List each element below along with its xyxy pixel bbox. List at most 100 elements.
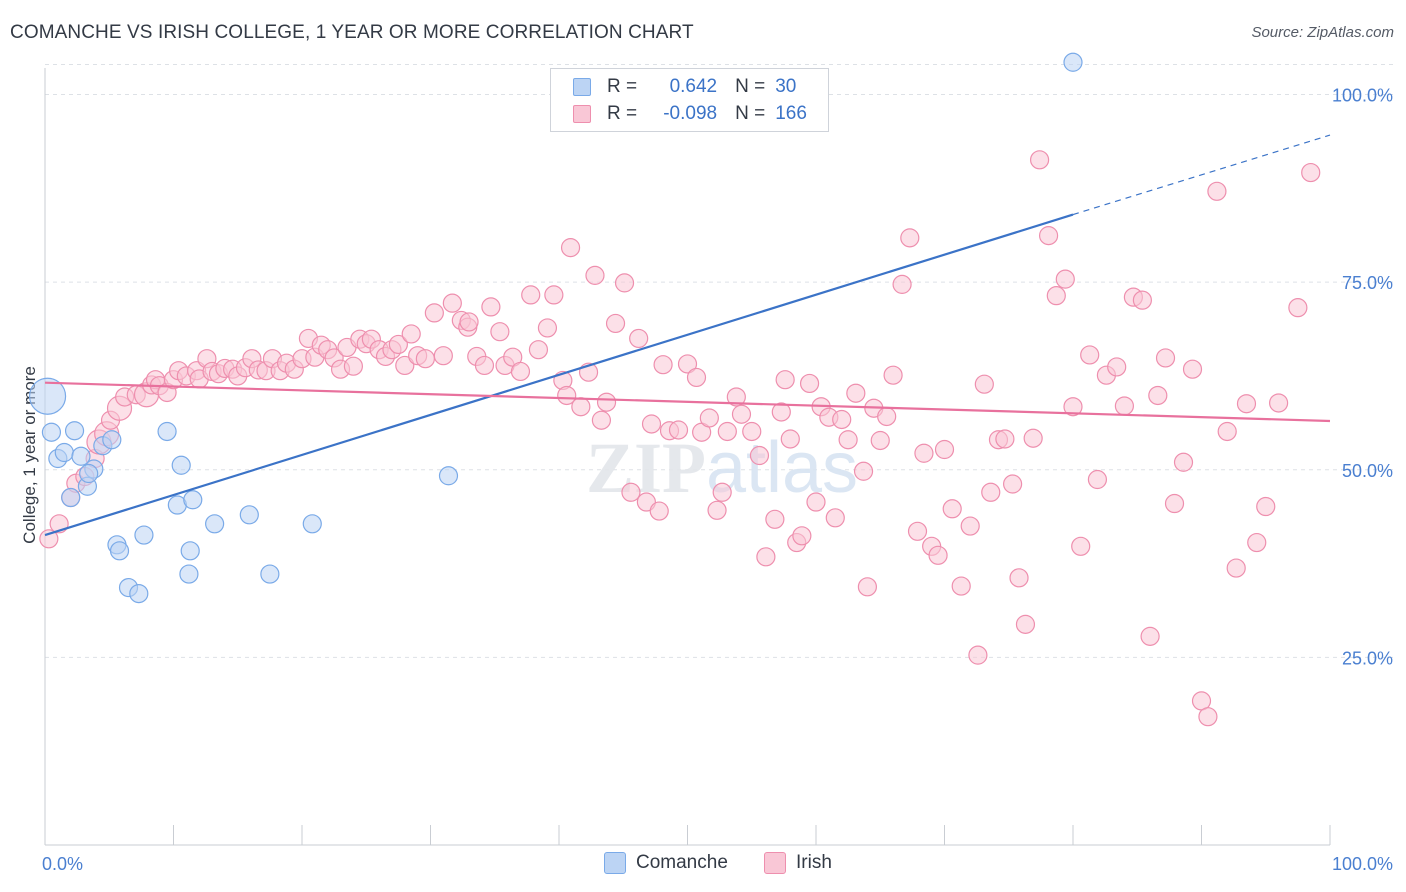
- irish-point: [775, 370, 795, 390]
- legend-item-irish[interactable]: Irish: [764, 852, 832, 874]
- irish-point: [1268, 393, 1289, 413]
- irish-point: [1087, 469, 1108, 490]
- irish-point: [717, 421, 737, 442]
- irish-trend-line: [44, 381, 1331, 423]
- tick-labels: 25.0% 50.0% 75.0% 100.0% 0.0% 100.0%: [42, 86, 1393, 874]
- irish-point: [585, 265, 605, 285]
- comanche-point: [54, 442, 74, 463]
- irish-point: [825, 508, 845, 528]
- x-tick-label-start: 0.0%: [42, 854, 83, 874]
- legend-row-comanche: R = 0.642 N = 30: [573, 74, 796, 100]
- irish-point: [707, 500, 727, 520]
- irish-point: [571, 397, 591, 417]
- data-points: [28, 52, 1321, 727]
- irish-point: [415, 349, 435, 369]
- irish-point: [591, 410, 612, 430]
- comanche-point: [205, 514, 225, 534]
- irish-point: [974, 374, 994, 394]
- n-value: 166: [775, 103, 807, 124]
- irish-point: [1148, 385, 1168, 406]
- irish-point: [1038, 226, 1059, 246]
- comanche-swatch: [604, 852, 626, 874]
- irish-swatch: [764, 852, 786, 874]
- irish-point: [883, 365, 903, 385]
- irish-point: [490, 322, 510, 342]
- irish-swatch: [573, 105, 591, 123]
- legend-item-comanche[interactable]: Comanche: [604, 852, 728, 874]
- irish-point: [388, 334, 408, 355]
- irish-point: [641, 414, 662, 434]
- irish-point: [557, 385, 577, 406]
- irish-point: [649, 501, 669, 521]
- irish-point: [857, 577, 878, 597]
- irish-point: [395, 355, 415, 376]
- comanche-trend-extension: [1072, 134, 1331, 216]
- n-label: N =: [735, 103, 766, 124]
- r-label: R =: [607, 76, 638, 97]
- irish-point: [832, 409, 852, 430]
- irish-point: [1003, 474, 1023, 494]
- comanche-point: [157, 421, 177, 442]
- irish-point: [1107, 357, 1127, 377]
- irish-point: [914, 443, 934, 463]
- comanche-point: [180, 541, 200, 561]
- irish-point: [1015, 614, 1036, 634]
- irish-point: [614, 273, 635, 293]
- irish-point: [521, 285, 541, 305]
- irish-point: [528, 340, 549, 360]
- axes: [44, 68, 1331, 846]
- irish-point: [877, 406, 897, 427]
- irish-point: [1207, 181, 1227, 201]
- irish-point: [771, 402, 791, 422]
- irish-point: [968, 645, 988, 665]
- irish-point: [928, 545, 948, 565]
- irish-point: [960, 516, 980, 536]
- irish-point: [792, 526, 812, 546]
- irish-point: [780, 429, 800, 449]
- irish-point: [1063, 397, 1083, 417]
- irish-point: [838, 430, 858, 450]
- irish-point: [756, 547, 776, 567]
- irish-point: [433, 346, 453, 366]
- irish-point: [942, 499, 962, 519]
- irish-point: [474, 355, 495, 376]
- irish-point: [629, 328, 649, 349]
- irish-point: [668, 420, 689, 440]
- comanche-point: [64, 421, 85, 441]
- irish-point: [907, 521, 928, 541]
- irish-point: [1182, 359, 1203, 379]
- irish-point: [934, 439, 955, 460]
- comanche-point: [41, 422, 62, 442]
- series-legend: Comanche Irish: [0, 852, 1406, 878]
- irish-point: [1132, 290, 1152, 310]
- chart-title: COMANCHE VS IRISH COLLEGE, 1 YEAR OR MOR…: [10, 22, 694, 43]
- irish-point: [1198, 707, 1218, 727]
- y-tick-label: 100.0%: [1332, 86, 1393, 106]
- r-label: R =: [607, 103, 638, 124]
- irish-point: [806, 492, 826, 512]
- y-tick-label: 25.0%: [1342, 648, 1393, 668]
- irish-point: [1164, 493, 1185, 514]
- irish-point: [605, 313, 626, 334]
- irish-point: [799, 373, 820, 394]
- irish-point: [424, 303, 444, 323]
- irish-point: [1247, 532, 1267, 553]
- irish-point: [726, 387, 746, 407]
- comanche-point: [171, 455, 191, 475]
- irish-point: [1301, 162, 1321, 183]
- irish-point: [686, 367, 707, 388]
- comanche-point: [129, 583, 149, 604]
- irish-point: [1226, 558, 1246, 578]
- irish-point: [900, 228, 920, 248]
- comanche-point: [183, 490, 203, 510]
- irish-point: [1009, 568, 1029, 588]
- comanche-point: [79, 463, 99, 484]
- legend-label-comanche: Comanche: [636, 852, 728, 873]
- comanche-point: [71, 446, 91, 466]
- irish-point: [995, 429, 1015, 449]
- irish-point: [537, 318, 558, 338]
- y-tick-label: 50.0%: [1342, 461, 1393, 481]
- comanche-swatch: [573, 78, 591, 96]
- legend-row-irish: R = -0.098 N = 166: [573, 101, 807, 127]
